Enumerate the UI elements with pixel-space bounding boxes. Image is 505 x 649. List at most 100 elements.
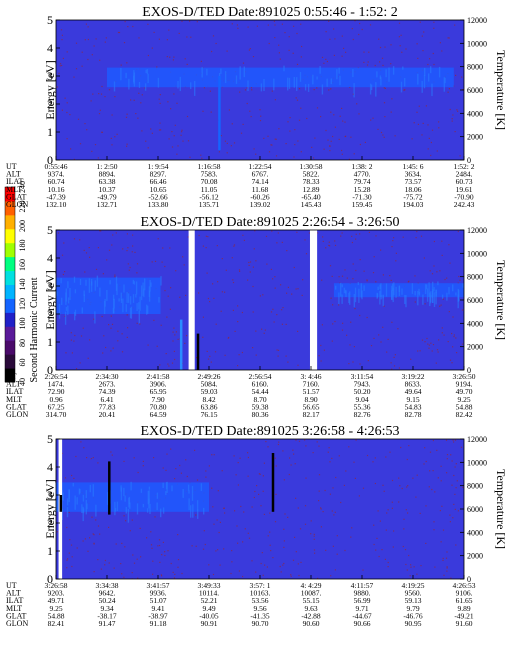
noise-speck: [412, 477, 414, 479]
band-streak: [190, 82, 192, 90]
noise-speck: [225, 269, 227, 271]
noise-speck: [306, 117, 308, 120]
noise-speck: [57, 232, 59, 234]
orbit-cell: 74.39: [99, 387, 116, 396]
noise-speck: [344, 121, 346, 123]
noise-speck: [186, 115, 189, 118]
noise-speck: [132, 25, 134, 28]
noise-speck: [268, 151, 271, 153]
noise-speck: [267, 446, 269, 448]
band-streak: [319, 66, 321, 74]
orbit-cell: 3:19:22: [402, 372, 425, 381]
noise-speck: [381, 549, 383, 551]
noise-speck: [126, 145, 128, 147]
noise-speck: [150, 531, 152, 533]
noise-speck: [287, 361, 289, 363]
noise-speck: [133, 99, 135, 101]
band-streak: [146, 304, 148, 315]
noise-speck: [294, 536, 296, 538]
noise-speck: [249, 48, 251, 50]
panel-title: EXOS-D/TED Date:891025 3:26:58 - 4:26:53: [141, 424, 400, 439]
noise-speck: [127, 26, 129, 28]
band-streak: [107, 492, 109, 505]
noise-speck: [270, 311, 273, 313]
noise-speck: [289, 457, 291, 459]
noise-speck: [328, 447, 330, 449]
noise-speck: [173, 56, 175, 58]
noise-speck: [111, 114, 113, 116]
noise-speck: [359, 233, 361, 235]
y2-tick-label: 10000: [467, 39, 487, 48]
noise-speck: [288, 473, 290, 476]
noise-speck: [435, 362, 437, 364]
noise-speck: [329, 150, 331, 152]
band-streak: [376, 71, 378, 78]
noise-speck: [224, 140, 226, 142]
noise-speck: [255, 354, 257, 356]
orbit-cell: 9.25: [457, 395, 470, 404]
band-streak: [307, 83, 310, 92]
noise-speck: [296, 32, 298, 35]
noise-speck: [136, 558, 138, 560]
noise-speck: [207, 297, 209, 300]
noise-speck: [130, 99, 132, 101]
noise-speck: [113, 567, 115, 569]
noise-speck: [428, 347, 430, 349]
noise-speck: [367, 360, 369, 362]
noise-speck: [177, 338, 179, 340]
y-tick-label: 0: [47, 363, 53, 377]
noise-speck: [159, 102, 161, 104]
band-streak: [432, 281, 434, 295]
noise-speck: [271, 90, 273, 92]
noise-speck: [324, 489, 326, 492]
noise-speck: [205, 476, 207, 478]
noise-speck: [256, 25, 258, 27]
orbit-cell: -56.12: [199, 192, 219, 201]
noise-speck: [447, 37, 449, 39]
noise-speck: [171, 146, 174, 148]
noise-speck: [87, 357, 89, 359]
band-streak: [345, 289, 347, 294]
noise-speck: [123, 515, 125, 517]
noise-speck: [125, 447, 127, 449]
y2-tick-label: 12000: [467, 435, 487, 444]
noise-speck: [266, 263, 268, 265]
band-streak: [147, 490, 149, 505]
noise-speck: [400, 446, 402, 449]
band-streak: [263, 79, 265, 91]
orbit-cell: 1:30:58: [300, 162, 323, 171]
noise-speck: [271, 230, 273, 232]
noise-speck: [381, 57, 384, 59]
noise-speck: [198, 292, 200, 294]
orbit-cell: 90.91: [201, 619, 218, 628]
noise-speck: [436, 271, 438, 273]
noise-speck: [416, 474, 418, 476]
noise-speck: [263, 332, 265, 334]
orbit-cell: -41.35: [250, 611, 270, 620]
orbit-cell: -46.76: [403, 611, 423, 620]
y2-tick-label: 12000: [467, 16, 487, 25]
band-streak: [85, 279, 87, 286]
y-tick-label: 1: [47, 544, 53, 558]
noise-speck: [367, 61, 369, 63]
noise-speck: [320, 116, 322, 118]
y-tick-label: 5: [47, 223, 53, 237]
orbit-cell: 3: 4:46: [300, 372, 321, 381]
noise-speck: [446, 551, 448, 553]
y2-tick-label: 2000: [467, 552, 483, 561]
noise-speck: [318, 490, 320, 492]
noise-speck: [393, 356, 395, 358]
noise-speck: [454, 493, 456, 495]
noise-speck: [449, 262, 451, 264]
noise-speck: [441, 332, 443, 334]
noise-speck: [260, 115, 262, 117]
orbit-cell: 2:41:58: [147, 372, 170, 381]
noise-speck: [223, 548, 225, 550]
band-streak: [446, 292, 448, 301]
noise-speck: [386, 351, 388, 353]
noise-speck: [183, 264, 185, 266]
noise-speck: [316, 87, 318, 89]
y2-tick-label: 10000: [467, 458, 487, 467]
band-streak: [348, 292, 350, 303]
ion-band: [56, 482, 209, 512]
